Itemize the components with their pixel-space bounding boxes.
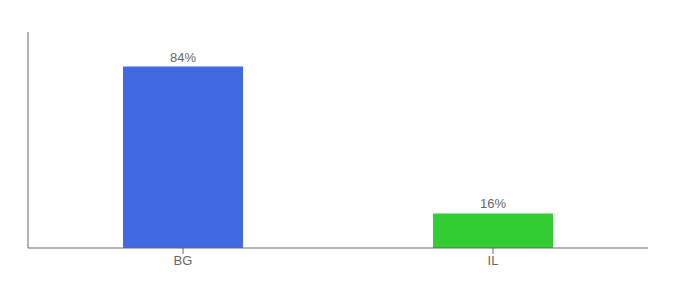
svg-text:IL: IL [488, 253, 499, 268]
svg-text:16%: 16% [480, 196, 506, 211]
svg-text:84%: 84% [170, 50, 196, 65]
svg-text:BG: BG [174, 253, 193, 268]
